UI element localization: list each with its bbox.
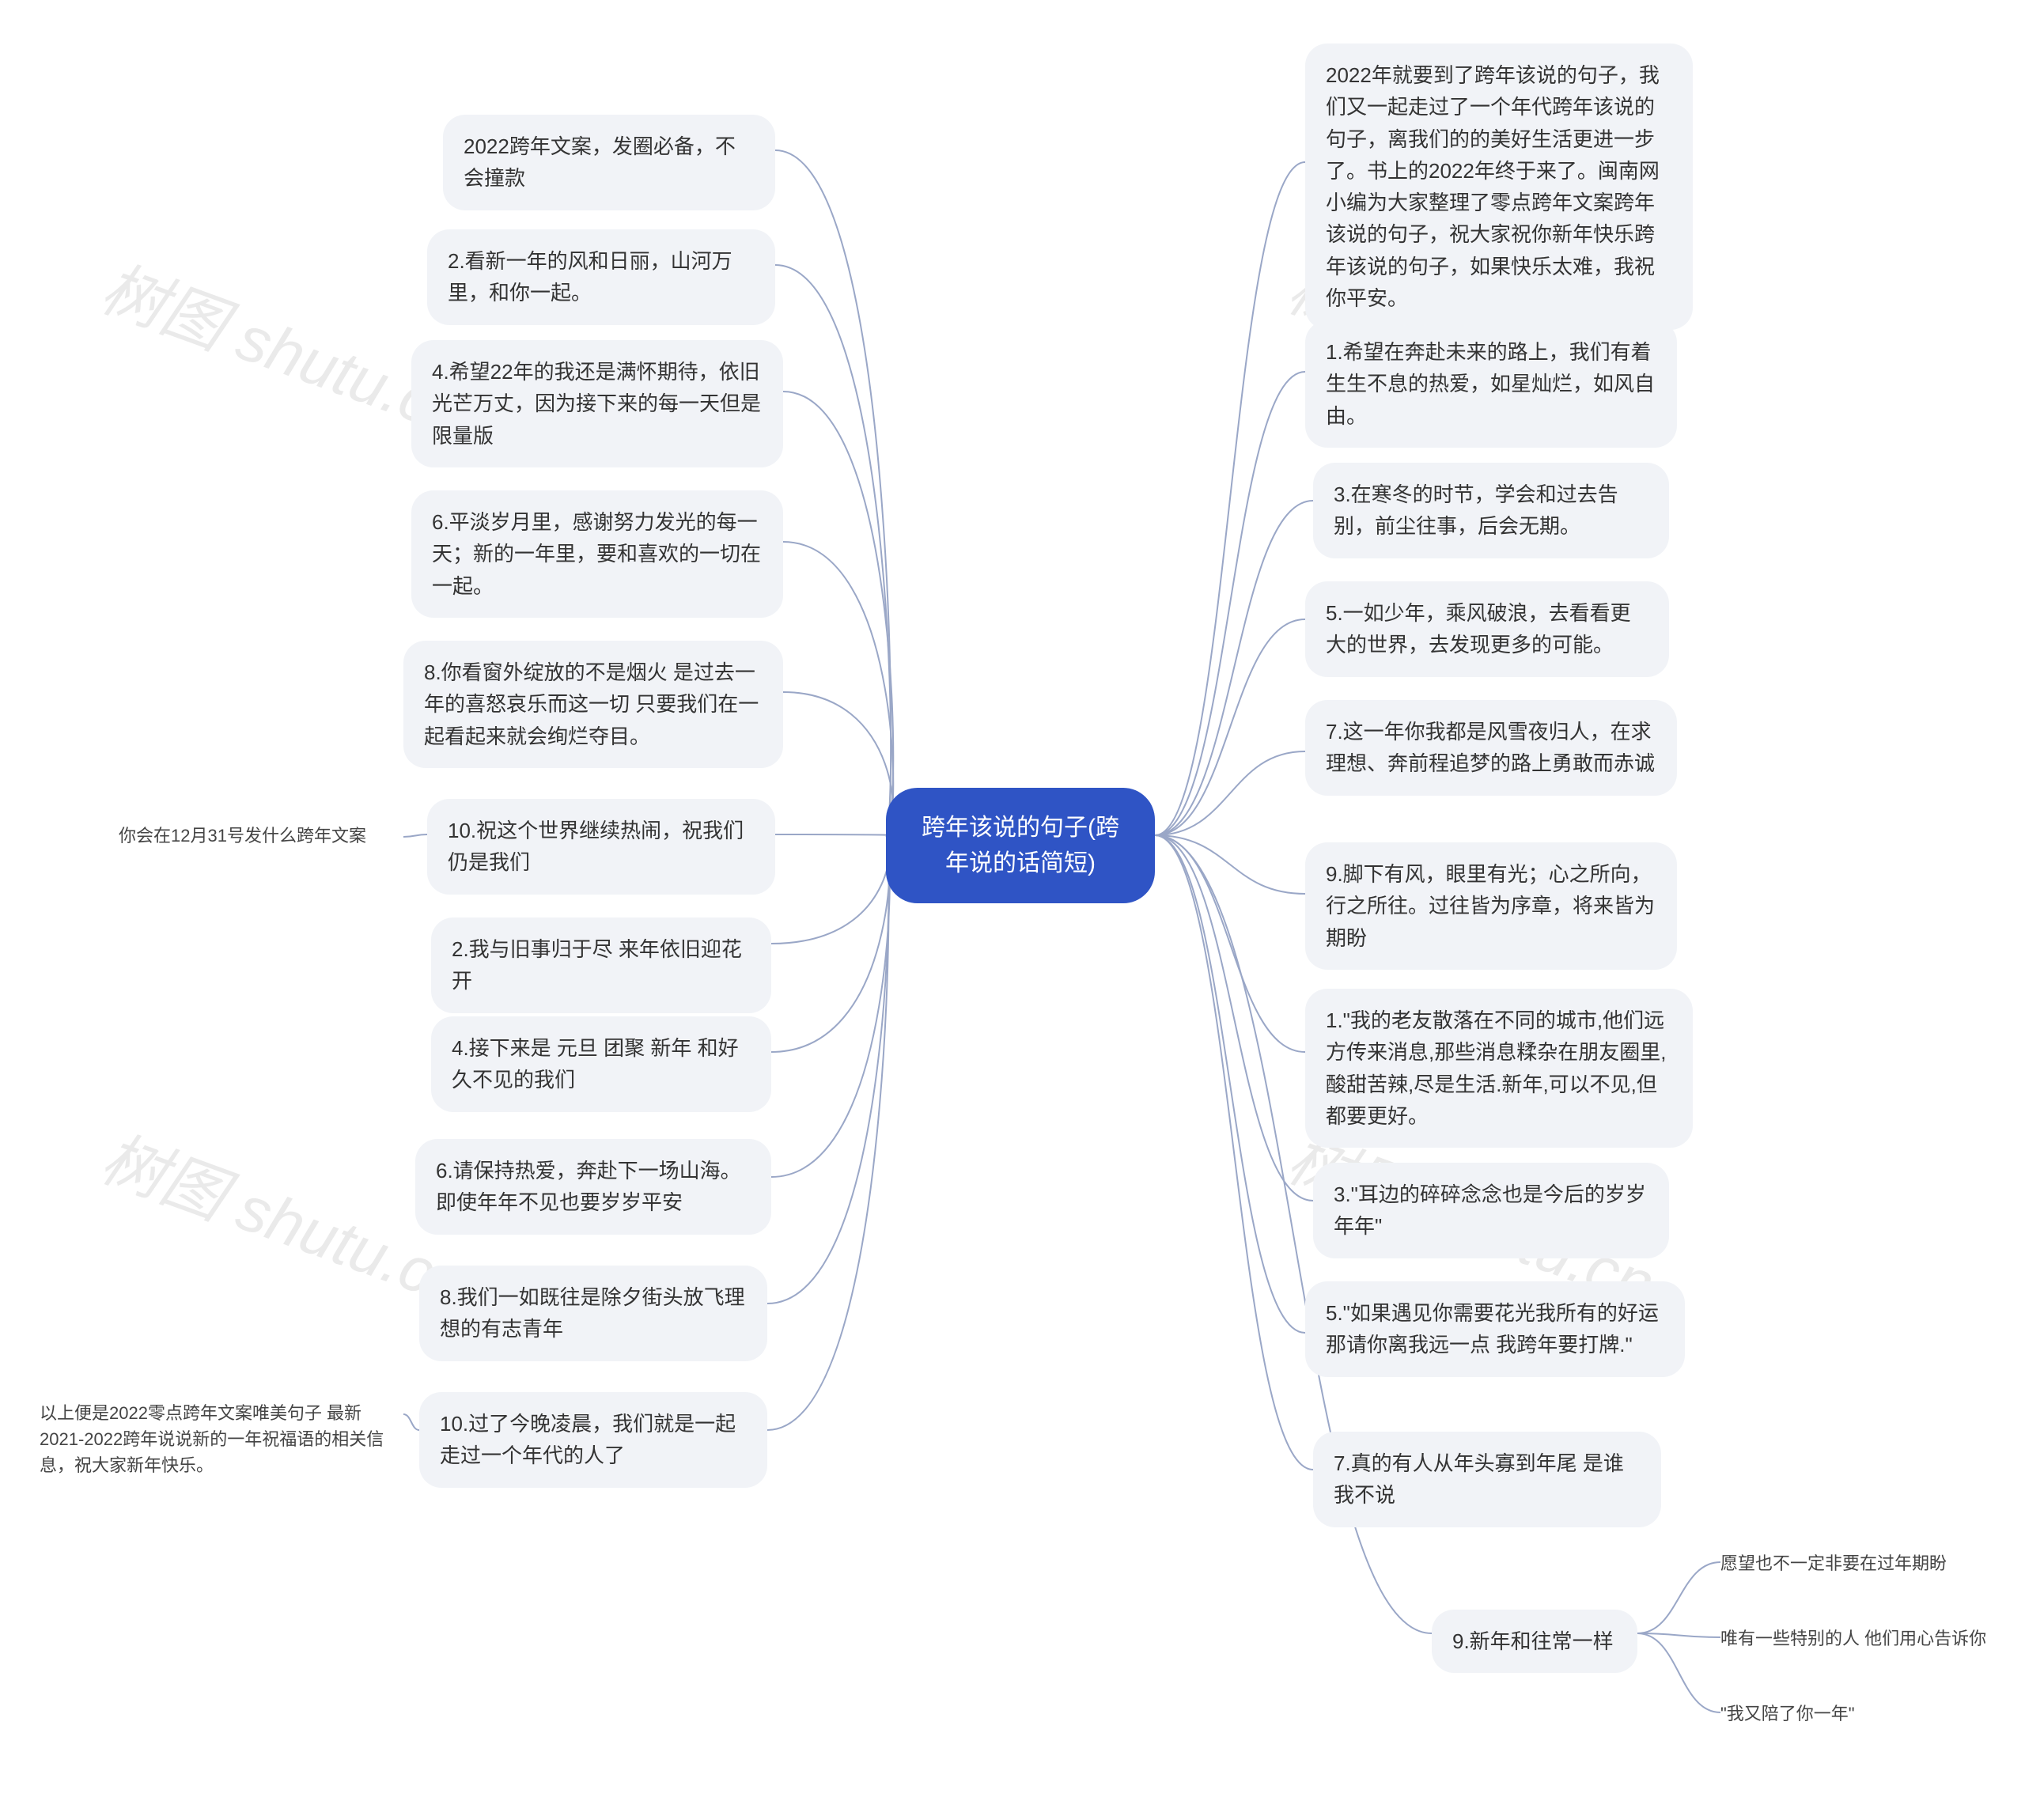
right-node: 2022年就要到了跨年该说的句子，我们又一起走过了一个年代跨年该说的句子，离我们… — [1305, 44, 1693, 330]
left-node: 2022跨年文案，发圈必备，不会撞款 — [443, 115, 775, 210]
mindmap-edges-layer — [0, 0, 2025, 1820]
left-node: 4.接下来是 元旦 团聚 新年 和好久不见的我们 — [431, 1016, 771, 1112]
right-node: 9.脚下有风，眼里有光；心之所向，行之所往。过往皆为序章，将来皆为期盼 — [1305, 842, 1677, 970]
right-node: 1.希望在奔赴未来的路上，我们有着生生不息的热爱，如星灿烂，如风自由。 — [1305, 320, 1677, 448]
right-node: 5.一如少年，乘风破浪，去看看更大的世界，去发现更多的可能。 — [1305, 581, 1669, 677]
right-node: 3.在寒冬的时节，学会和过去告别，前尘往事，后会无期。 — [1313, 463, 1669, 558]
right-child-leaf: 唯有一些特别的人 他们用心告诉你 — [1720, 1625, 2005, 1652]
right-node: 9.新年和往常一样 — [1432, 1610, 1637, 1673]
left-node: 10.过了今晚凌晨，我们就是一起走过一个年代的人了 — [419, 1392, 767, 1488]
left-leaf: 以上便是2022零点跨年文案唯美句子 最新2021-2022跨年说说新的一年祝福… — [40, 1400, 403, 1478]
left-node: 8.你看窗外绽放的不是烟火 是过去一年的喜怒哀乐而这一切 只要我们在一起看起来就… — [403, 641, 783, 768]
right-node: 1."我的老友散落在不同的城市,他们远方传来消息,那些消息糅杂在朋友圈里,酸甜苦… — [1305, 989, 1693, 1148]
right-node: 3."耳边的碎碎念念也是今后的岁岁年年" — [1313, 1163, 1669, 1258]
right-node: 7.这一年你我都是风雪夜归人，在求理想、奔前程追梦的路上勇敢而赤诚 — [1305, 700, 1677, 796]
left-node: 2.我与旧事归于尽 来年依旧迎花开 — [431, 918, 771, 1013]
right-child-leaf: 愿望也不一定非要在过年期盼 — [1720, 1550, 2005, 1576]
left-leaf: 你会在12月31号发什么跨年文案 — [119, 823, 403, 849]
left-node: 8.我们一如既往是除夕街头放飞理想的有志青年 — [419, 1266, 767, 1361]
center-node: 跨年该说的句子(跨年说的话简短) — [886, 788, 1155, 903]
left-node: 6.平淡岁月里，感谢努力发光的每一天；新的一年里，要和喜欢的一切在一起。 — [411, 490, 783, 618]
right-node: 5."如果遇见你需要花光我所有的好运 那请你离我远一点 我跨年要打牌." — [1305, 1281, 1685, 1377]
left-node: 6.请保持热爱，奔赴下一场山海。即使年年不见也要岁岁平安 — [415, 1139, 771, 1235]
right-node: 7.真的有人从年头寡到年尾 是谁我不说 — [1313, 1432, 1661, 1527]
left-node: 10.祝这个世界继续热闹，祝我们仍是我们 — [427, 799, 775, 895]
right-child-leaf: "我又陪了你一年" — [1720, 1701, 2005, 1727]
left-node: 2.看新一年的风和日丽，山河万里，和你一起。 — [427, 229, 775, 325]
left-node: 4.希望22年的我还是满怀期待，依旧光芒万丈，因为接下来的每一天但是限量版 — [411, 340, 783, 467]
